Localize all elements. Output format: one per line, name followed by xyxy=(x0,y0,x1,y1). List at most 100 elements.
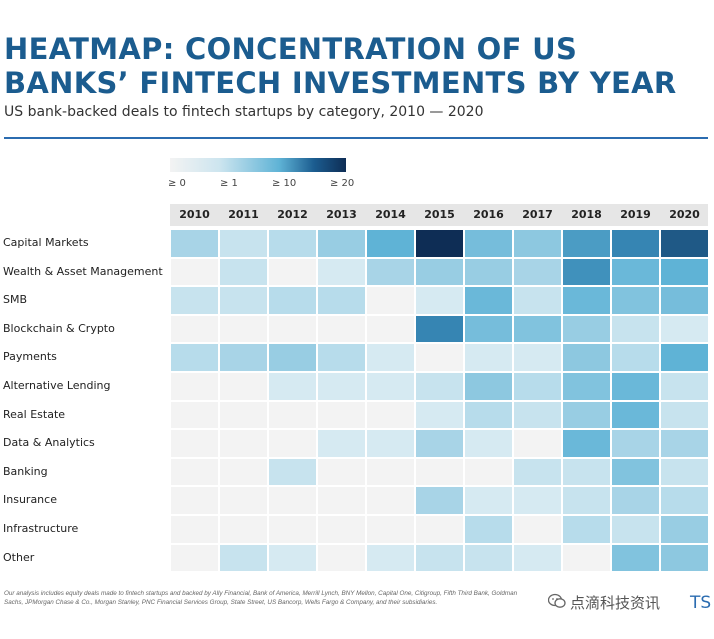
heatmap-cell xyxy=(611,543,660,573)
heatmap-cell xyxy=(464,543,513,573)
heatmap-cell xyxy=(268,257,317,287)
heatmap-cell xyxy=(513,515,562,544)
heatmap-cell xyxy=(268,515,317,544)
heatmap-cell xyxy=(219,286,268,315)
title-divider xyxy=(4,137,708,139)
heatmap-cell xyxy=(513,486,562,515)
year-label-2016: 2016 xyxy=(473,208,504,221)
heatmap-cell xyxy=(415,314,464,344)
legend-label-0: ≥ 0 xyxy=(168,178,186,189)
legend-label-10: ≥ 10 xyxy=(272,178,297,189)
heatmap-cell xyxy=(219,486,268,515)
heatmap-cell xyxy=(415,486,464,515)
heatmap-cell xyxy=(317,372,366,401)
heatmap-cell xyxy=(317,286,366,315)
heatmap-cell xyxy=(219,457,268,487)
heatmap-cell xyxy=(513,343,562,372)
heatmap-cell xyxy=(317,314,366,344)
category-label: Payments xyxy=(3,350,57,364)
heatmap-cell xyxy=(170,257,219,287)
heatmap-cell xyxy=(219,314,268,344)
year-label-2010: 2010 xyxy=(179,208,210,221)
category-label: Real Estate xyxy=(3,407,66,421)
heatmap-cell xyxy=(562,515,611,544)
heatmap-cell xyxy=(660,286,709,315)
category-label: Capital Markets xyxy=(3,236,89,249)
heatmap-cell xyxy=(366,457,415,487)
heatmap-cell xyxy=(366,486,415,515)
heatmap-cell xyxy=(317,343,366,372)
heatmap-cell xyxy=(562,486,611,515)
heatmap-cell xyxy=(513,429,562,458)
heatmap-cell xyxy=(562,286,611,315)
heatmap-cell xyxy=(611,257,660,287)
heatmap-cell xyxy=(366,543,415,573)
watermark-text: 点滴科技资讯 xyxy=(570,594,661,612)
heatmap-cell xyxy=(317,457,366,487)
legend-label-1: ≥ 1 xyxy=(220,178,238,189)
heatmap-cell xyxy=(660,486,709,515)
heatmap-cell xyxy=(219,343,268,372)
heatmap-cell xyxy=(464,515,513,544)
heatmap-cell xyxy=(660,515,709,544)
heatmap-cell xyxy=(366,400,415,430)
heatmap-cell xyxy=(660,314,709,344)
heatmap-cell xyxy=(611,343,660,372)
heatmap-cell xyxy=(562,429,611,458)
heatmap-cell xyxy=(170,429,219,458)
heatmap-cell xyxy=(562,543,611,573)
heatmap-cell xyxy=(268,372,317,401)
heatmap-cell xyxy=(415,457,464,487)
category-label: Infrastructure xyxy=(3,522,79,535)
heatmap-cell xyxy=(366,372,415,401)
heatmap-cell xyxy=(415,286,464,315)
heatmap-cell xyxy=(513,257,562,287)
heatmap-cell xyxy=(317,515,366,544)
heatmap-cell xyxy=(219,543,268,573)
heatmap-cell xyxy=(464,314,513,344)
legend-label-20: ≥ 20 xyxy=(330,178,355,189)
heatmap-cell xyxy=(611,400,660,430)
heatmap-cell xyxy=(513,314,562,344)
category-label: Insurance xyxy=(3,493,57,507)
heatmap-cell xyxy=(660,400,709,430)
heatmap-cell xyxy=(268,314,317,344)
chart-subtitle: US bank-backed deals to fintech startups… xyxy=(4,104,484,120)
heatmap-cell xyxy=(513,543,562,573)
heatmap-cell xyxy=(170,343,219,372)
heatmap-cell xyxy=(415,543,464,573)
chart-title: HEATMAP: CONCENTRATION OF US BANKS’ FINT… xyxy=(4,32,677,100)
heatmap-cell xyxy=(170,372,219,401)
heatmap-cell xyxy=(366,515,415,544)
year-label-2017: 2017 xyxy=(522,208,553,221)
heatmap-cell xyxy=(562,372,611,401)
heatmap-cell xyxy=(415,343,464,372)
heatmap-cell xyxy=(415,229,464,258)
heatmap-cell xyxy=(170,515,219,544)
heatmap-cell xyxy=(464,429,513,458)
heatmap-cell xyxy=(611,372,660,401)
heatmap-cell xyxy=(611,486,660,515)
heatmap-cell xyxy=(464,257,513,287)
heatmap-cell xyxy=(219,429,268,458)
year-label-2012: 2012 xyxy=(277,208,308,221)
heatmap-cell xyxy=(268,229,317,258)
footnote: Our analysis includes equity deals made … xyxy=(4,590,518,606)
heatmap-cell xyxy=(513,229,562,258)
heatmap-cell xyxy=(562,343,611,372)
year-label-2019: 2019 xyxy=(620,208,651,221)
heatmap-cell xyxy=(464,286,513,315)
category-label: Alternative Lending xyxy=(3,379,111,392)
heatmap-cell xyxy=(464,486,513,515)
heatmap-cell xyxy=(317,257,366,287)
category-label: Data & Analytics xyxy=(3,436,95,450)
heatmap-cell xyxy=(415,429,464,458)
heatmap-cell xyxy=(219,257,268,287)
heatmap-cell xyxy=(317,543,366,573)
heatmap-cell xyxy=(317,229,366,258)
year-label-2020: 2020 xyxy=(669,208,700,221)
heatmap-cell xyxy=(268,429,317,458)
heatmap-cell xyxy=(415,515,464,544)
category-label: SMB xyxy=(3,293,28,307)
heatmap-cell xyxy=(170,486,219,515)
